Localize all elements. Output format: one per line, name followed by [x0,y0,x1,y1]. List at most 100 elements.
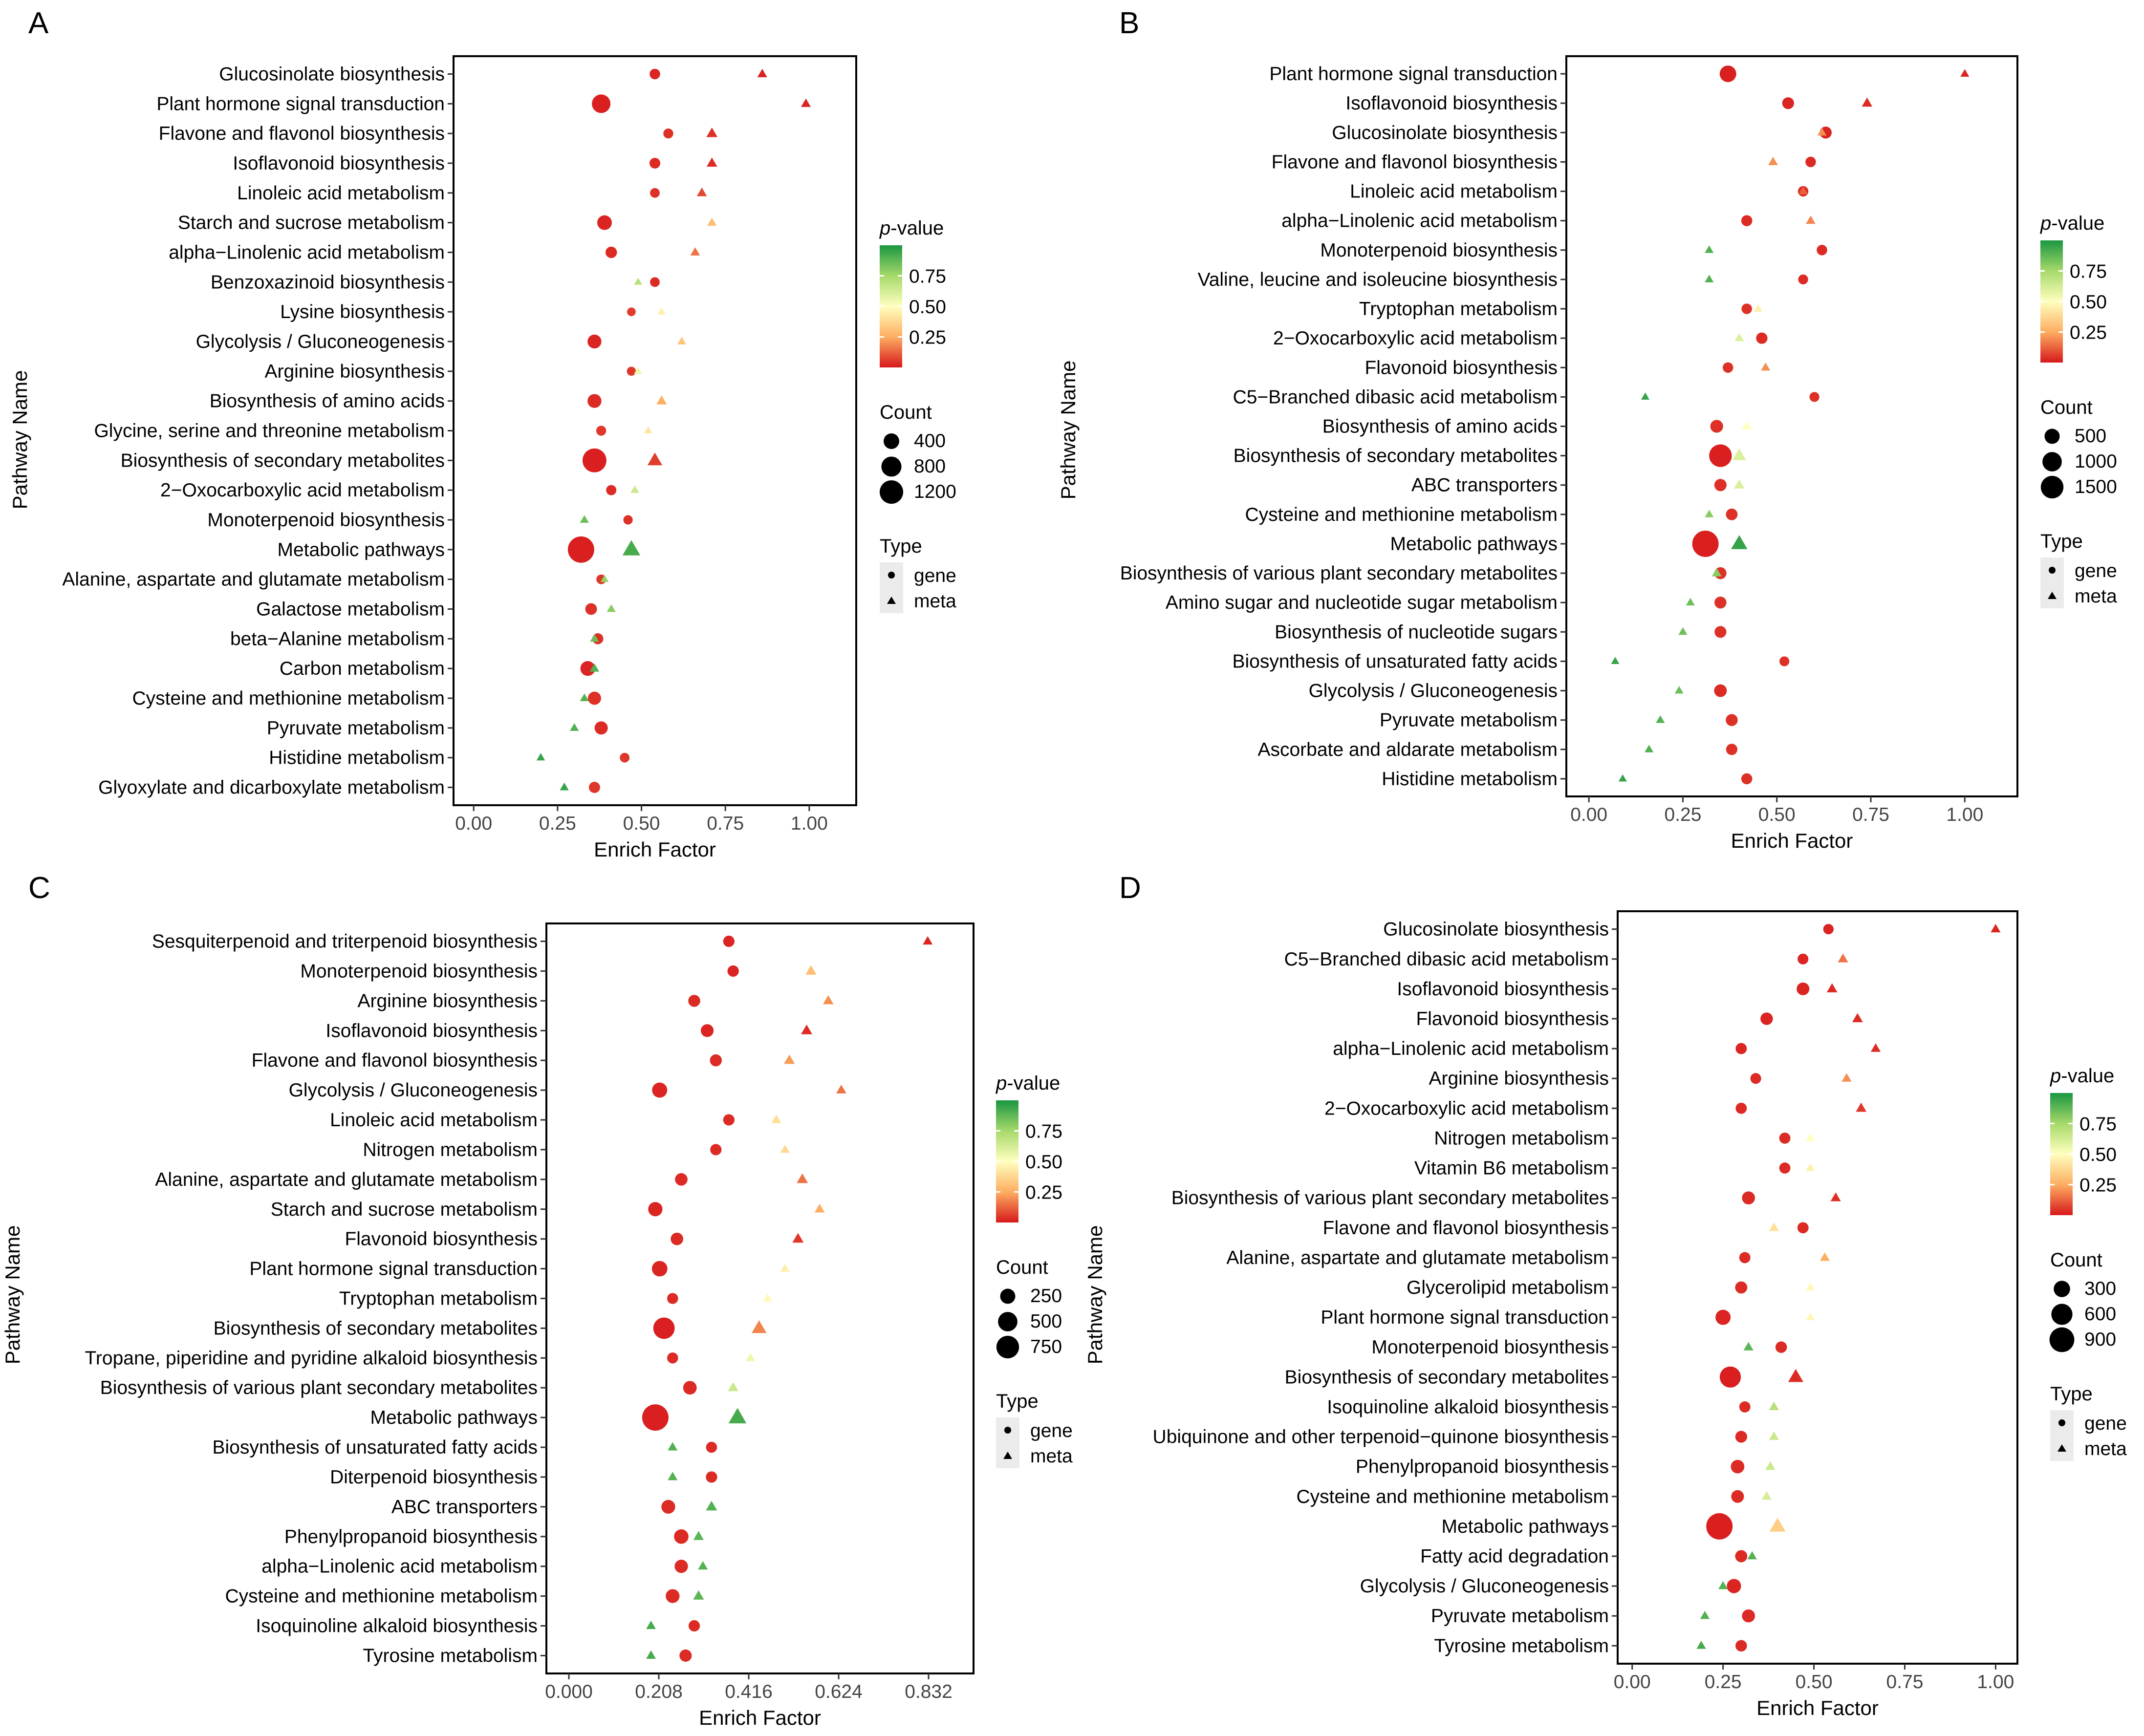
y-tick-label-alpha-linolenic-acid-metabolism: alpha−Linolenic acid metabolism [1333,1038,1609,1059]
x-tick-label: 0.50 [1758,804,1796,825]
gene-point-valine-leucine-and-isoleucine-biosynthesis [1798,274,1808,285]
legend-meta-key [2057,1444,2066,1452]
x-axis-label: Enrich Factor [699,1706,821,1729]
meta-point-histidine-metabolism [1618,774,1627,782]
legend-gene-key [2058,1419,2065,1426]
meta-point-alpha-linolenic-acid-metabolism [698,1561,708,1570]
gene-point-cysteine-and-methionine-metabolism [1726,508,1738,520]
y-tick-label-metabolic-pathways: Metabolic pathways [1441,1516,1609,1537]
meta-point-pyruvate-metabolism [1656,715,1665,723]
y-tick-label-arginine-biosynthesis: Arginine biosynthesis [264,361,445,382]
meta-point-tyrosine-metabolism [646,1650,656,1659]
x-tick-label: 0.208 [635,1681,683,1702]
colorbar-tick-label: 0.50 [2079,1144,2117,1165]
gene-point-phenylpropanoid-biosynthesis [1731,1459,1745,1474]
meta-point-biosynthesis-of-unsaturated-fatty-acids [668,1442,678,1451]
y-tick-label-metabolic-pathways: Metabolic pathways [1390,534,1558,555]
meta-point-cysteine-and-methionine-metabolism [580,693,589,701]
meta-point-tropane-piperidine-and-pyridine-alkaloid-biosynthesis [745,1353,756,1361]
x-tick-label: 1.00 [791,813,828,834]
y-tick-label-nitrogen-metabolism: Nitrogen metabolism [1434,1128,1609,1149]
y-tick-label-alanine-aspartate-and-glutamate-metabolism: Alanine, aspartate and glutamate metabol… [155,1169,538,1190]
legend-meta-key [2048,592,2057,599]
meta-point-flavone-and-flavonol-biosynthesis [706,128,718,137]
gene-point-isoflavonoid-biosynthesis [649,157,661,169]
meta-point-biosynthesis-of-secondary-metabolites [1732,448,1746,460]
meta-point-plant-hormone-signal-transduction [1805,1312,1815,1321]
gene-point-2-oxocarboxylic-acid-metabolism [606,485,617,495]
y-tick-label-biosynthesis-of-various-plant-secondary-metabolites: Biosynthesis of various plant secondary … [100,1377,538,1398]
meta-point-sesquiterpenoid-and-triterpenoid-biosynthesis [923,936,933,945]
y-tick-label-diterpenoid-biosynthesis: Diterpenoid biosynthesis [330,1467,538,1488]
meta-point-metabolic-pathways [728,1408,747,1424]
y-tick-label-pyruvate-metabolism: Pyruvate metabolism [1431,1606,1609,1627]
colorbar-tick-label: 0.50 [909,297,946,318]
gene-point-biosynthesis-of-secondary-metabolites [582,448,606,472]
y-tick-label-biosynthesis-of-unsaturated-fatty-acids: Biosynthesis of unsaturated fatty acids [212,1437,538,1458]
meta-point-arginine-biosynthesis [634,366,643,374]
legend-pvalue-title: p-value [2050,1065,2114,1087]
gene-point-alanine-aspartate-and-glutamate-metabolism [675,1173,688,1186]
meta-point-glycolysis-gluconeogenesis [677,337,687,344]
legend-gene-label: gene [1030,1420,1073,1441]
meta-point-alpha-linolenic-acid-metabolism [1870,1043,1881,1052]
gene-point-biosynthesis-of-amino-acids [1710,420,1723,433]
y-tick-label-arginine-biosynthesis: Arginine biosynthesis [1429,1068,1609,1089]
legend-count-label: 800 [914,456,946,477]
y-tick-label-starch-and-sucrose-metabolism: Starch and sucrose metabolism [178,213,445,234]
y-tick-label-glycine-serine-and-threonine-metabolism: Glycine, serine and threonine metabolism [94,421,445,442]
meta-point-arginine-biosynthesis [1841,1073,1852,1082]
y-tick-label-monoterpenoid-biosynthesis: Monoterpenoid biosynthesis [300,961,538,982]
gene-point-flavone-and-flavonol-biosynthesis [1805,156,1816,168]
gene-point-flavone-and-flavonol-biosynthesis [663,128,673,139]
gene-point-nitrogen-metabolism [1779,1133,1791,1144]
legend-pvalue-title: p-value [2040,213,2104,234]
meta-point-glucosinolate-biosynthesis [1817,128,1827,136]
panel-c: C Sesquiterpenoid and triterpenoid biosyn… [1,871,1073,1729]
legend-count-key [1000,1288,1016,1304]
meta-point-cysteine-and-methionine-metabolism [693,1590,704,1600]
meta-point-glycolysis-gluconeogenesis [836,1084,846,1093]
meta-point-linoleic-acid-metabolism [771,1114,781,1123]
meta-point-monoterpenoid-biosynthesis [580,515,589,523]
legend-meta-label: meta [2084,1438,2127,1459]
x-tick-label: 0.75 [707,813,744,834]
meta-point-alanine-aspartate-and-glutamate-metabolism [797,1173,808,1183]
meta-point-cysteine-and-methionine-metabolism [1761,1491,1772,1500]
y-tick-label-pyruvate-metabolism: Pyruvate metabolism [267,718,445,739]
y-tick-label-starch-and-sucrose-metabolism: Starch and sucrose metabolism [271,1199,538,1220]
meta-point-monoterpenoid-biosynthesis [1705,245,1714,253]
panel-letter: A [28,6,49,40]
legend-count-label: 500 [1030,1311,1062,1332]
meta-point-flavone-and-flavonol-biosynthesis [1768,156,1778,165]
gene-point-galactose-metabolism [585,603,597,615]
x-tick-label: 0.00 [1614,1672,1651,1693]
colorbar-tick-label: 0.25 [909,327,946,348]
plot-frame [1565,55,2018,797]
colorbar-tick-label: 0.75 [1025,1121,1062,1142]
y-tick-label-glyoxylate-and-dicarboxylate-metabolism: Glyoxylate and dicarboxylate metabolism [98,777,445,798]
gene-point-arginine-biosynthesis [627,366,636,376]
y-tick-label-flavone-and-flavonol-biosynthesis: Flavone and flavonol biosynthesis [1323,1218,1609,1239]
colorbar-tick-label: 0.75 [2079,1114,2117,1135]
meta-point-alanine-aspartate-and-glutamate-metabolism [600,575,609,582]
y-tick-label-isoflavonoid-biosynthesis: Isoflavonoid biosynthesis [233,153,445,174]
colorbar-tick-label: 0.75 [909,266,946,287]
meta-point-histidine-metabolism [536,753,545,761]
y-tick-label-c5-branched-dibasic-acid-metabolism: C5−Branched dibasic acid metabolism [1284,949,1609,970]
colorbar-tick-label: 0.50 [1025,1152,1062,1173]
y-tick-label-flavone-and-flavonol-biosynthesis: Flavone and flavonol biosynthesis [159,123,445,144]
y-tick-label-alanine-aspartate-and-glutamate-metabolism: Alanine, aspartate and glutamate metabol… [62,569,445,590]
x-axis-label: Enrich Factor [1756,1696,1879,1719]
meta-point-linoleic-acid-metabolism [1798,186,1808,194]
gene-point-isoquinoline-alkaloid-biosynthesis [1739,1401,1751,1413]
gene-point-biosynthesis-of-various-plant-secondary-metabolites [1742,1191,1755,1204]
legend-meta-key [887,597,896,604]
panel-letter: C [28,871,50,905]
y-tick-label-glucosinolate-biosynthesis: Glucosinolate biosynthesis [1332,122,1558,143]
meta-point-abc-transporters [1733,479,1745,489]
y-tick-label-cysteine-and-methionine-metabolism: Cysteine and methionine metabolism [132,688,445,709]
y-tick-label-linoleic-acid-metabolism: Linoleic acid metabolism [237,183,445,204]
gene-point-monoterpenoid-biosynthesis [623,515,633,525]
legend-count-key [2042,452,2062,472]
